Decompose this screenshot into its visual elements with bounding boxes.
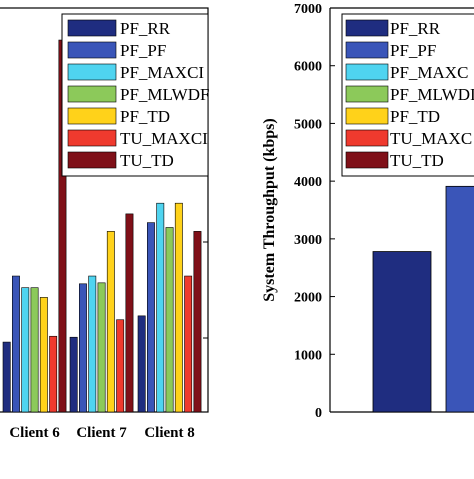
throughput-bar [445, 185, 474, 413]
bar-pf-td-client-8 [174, 202, 183, 413]
legend-label: PF_MAXCI [120, 63, 204, 82]
bar-pf-pf-client-7 [79, 283, 87, 413]
legend-label: TU_TD [120, 151, 174, 170]
bar-pf-rr-client-8 [137, 315, 146, 413]
y-tick-label: 2000 [294, 291, 322, 306]
y-tick-label: 0 [315, 406, 322, 421]
bar-tu-maxci-client-8 [184, 275, 193, 413]
left-chart-panel: Client 6 Client 7 Client 8 PF_RR PF_PF PF_MAX… [0, 7, 209, 441]
legend-swatch-pf-mlwdf [67, 85, 117, 103]
legend-label: PF_MLWDF [120, 85, 209, 104]
bar-pf-rr-client-6 [2, 341, 11, 413]
y-tick-label: 4000 [294, 175, 322, 190]
bar-tu-maxci-client-7 [116, 319, 125, 413]
legend-swatch-pf-maxci [67, 63, 117, 81]
legend-label: PF_RR [390, 19, 441, 38]
legend-swatch-pf-pf [345, 41, 389, 59]
bar-pf-maxci-client-6 [21, 287, 30, 413]
legend-swatch-pf-maxci [345, 63, 389, 81]
bar-pf-td-client-6 [39, 297, 48, 413]
legend-label: PF_RR [120, 19, 171, 38]
bar-pf-td-client-7 [106, 231, 115, 413]
bar-tu-maxci-client-6 [49, 335, 58, 413]
legend-swatch-pf-td [67, 107, 117, 125]
y-tick-label: 1000 [294, 348, 322, 363]
bar-pf-pf-client-8 [147, 222, 155, 413]
throughput-bar [372, 251, 432, 413]
bar-pf-mlwdf-client-8 [165, 227, 174, 413]
legend-swatch-tu-maxci [345, 129, 389, 147]
legend-label: PF_TD [390, 107, 440, 126]
legend-swatch-tu-td [345, 151, 389, 169]
legend-swatch-tu-td [67, 151, 117, 169]
legend-swatch-pf-mlwdf [345, 85, 389, 103]
bar-pf-rr-client-7 [69, 336, 78, 413]
legend-label: TU_MAXCI [120, 129, 208, 148]
legend-swatch-pf-td [345, 107, 389, 125]
legend-label: TU_MAXC [390, 129, 472, 148]
right-chart-panel: 0 1000 2000 3000 4000 5000 6000 7000 System Thro… [261, 2, 474, 421]
y-tick-label: 5000 [294, 117, 322, 132]
legend-label: PF_PF [390, 41, 436, 60]
legend-swatch-pf-rr [345, 19, 389, 37]
x-tick-label: Client 6 [9, 425, 60, 441]
legend-label: PF_MLWDI [390, 85, 474, 104]
legend-swatch-pf-pf [67, 41, 117, 59]
x-tick-label: Client 7 [76, 425, 127, 441]
bar-pf-pf-client-6 [12, 275, 20, 413]
y-tick-label: 3000 [294, 233, 322, 248]
y-axis-title: System Throughput (kbps) [261, 118, 278, 301]
y-tick-label: 7000 [294, 2, 322, 17]
legend-label: PF_TD [120, 107, 170, 126]
legend-label: PF_MAXC [390, 63, 468, 82]
bar-pf-mlwdf-client-7 [97, 282, 106, 413]
legend-swatch-pf-rr [67, 19, 117, 37]
bar-pf-mlwdf-client-6 [30, 287, 39, 413]
y-tick-label: 6000 [294, 60, 322, 75]
legend-swatch-tu-maxci [67, 129, 117, 147]
bar-pf-maxci-client-7 [88, 275, 97, 413]
legend-label: PF_PF [120, 41, 166, 60]
x-tick-label: Client 8 [144, 425, 194, 441]
bar-tu-td-client-7 [125, 213, 134, 413]
bar-tu-td-client-8 [193, 231, 202, 413]
bar-pf-maxci-client-8 [156, 202, 165, 413]
legend-label: TU_TD [390, 151, 444, 170]
